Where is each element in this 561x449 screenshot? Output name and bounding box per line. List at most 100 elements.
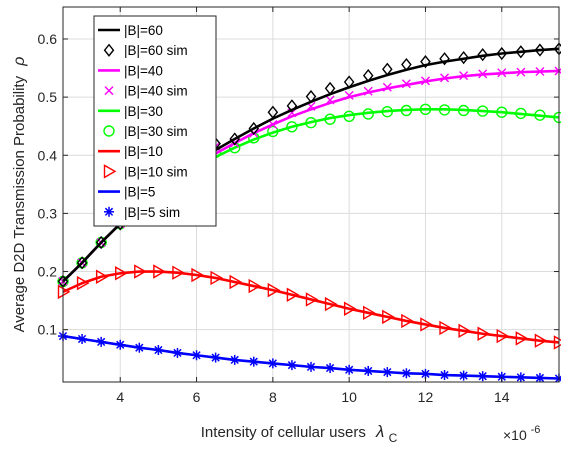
- data-point: [363, 305, 376, 321]
- data-point: [476, 105, 489, 117]
- legend-label: |B|=40: [124, 63, 163, 78]
- marker-stroke: [382, 82, 392, 92]
- y-axis-label-text: Average D2D Transmission Probability: [11, 75, 28, 332]
- x-tick-label: 12: [418, 389, 434, 405]
- y-axis-label-symbol: ρ: [11, 57, 28, 67]
- data-point: [420, 368, 431, 379]
- data-point: [534, 109, 546, 121]
- data-point: [439, 320, 452, 336]
- marker-stroke: [345, 365, 354, 374]
- data-point: [95, 269, 109, 284]
- marker-stroke: [306, 362, 316, 372]
- data-point: [229, 132, 240, 146]
- marker-stroke: [104, 207, 114, 216]
- marker-stroke: [154, 345, 163, 355]
- data-point: [458, 50, 469, 65]
- data-point: [401, 368, 412, 379]
- marker-stroke: [77, 334, 87, 344]
- legend-label: |B|=40 sim: [124, 84, 188, 99]
- data-point: [286, 121, 298, 133]
- legend-label: |B|=30: [124, 104, 163, 119]
- data-point: [439, 52, 450, 66]
- marker-stroke: [325, 363, 335, 373]
- data-point: [134, 342, 145, 353]
- data-point: [420, 55, 431, 69]
- data-point: [534, 43, 546, 57]
- data-point: [534, 333, 548, 348]
- data-point: [324, 296, 338, 312]
- marker-stroke: [268, 359, 277, 368]
- marker-stroke: [478, 372, 487, 381]
- y-tick-label: 0.6: [38, 31, 58, 47]
- data-point: [210, 352, 221, 363]
- data-point: [153, 345, 164, 356]
- marker-stroke: [249, 357, 258, 366]
- data-point: [496, 371, 507, 382]
- data-point: [381, 105, 394, 118]
- data-point: [419, 103, 432, 116]
- data-point: [477, 371, 488, 382]
- data-point: [344, 90, 354, 100]
- data-point: [515, 331, 529, 346]
- data-point: [363, 365, 374, 376]
- marker-stroke: [516, 373, 525, 382]
- axes-box: [62, 6, 560, 383]
- y-tick-label: 0.1: [38, 322, 58, 338]
- marker-stroke: [325, 95, 335, 105]
- marker-stroke: [268, 119, 278, 129]
- data-point: [496, 46, 508, 61]
- data-point: [382, 309, 395, 325]
- marker-stroke: [421, 369, 430, 378]
- data-point: [191, 350, 202, 361]
- marker-stroke: [478, 69, 488, 79]
- x-axis-label: Intensity of cellular users λ C: [201, 422, 398, 445]
- marker-stroke: [516, 67, 526, 77]
- x-tick-label: 8: [269, 389, 277, 405]
- data-point: [515, 372, 526, 382]
- data-point: [286, 287, 300, 302]
- data-point: [362, 68, 374, 83]
- data-point: [305, 89, 317, 104]
- data-point: [516, 67, 526, 77]
- marker-stroke: [459, 371, 468, 380]
- data-point: [458, 370, 469, 381]
- marker-stroke: [401, 79, 411, 89]
- marker-stroke: [420, 76, 430, 86]
- data-point: [325, 363, 336, 374]
- data-point: [401, 79, 411, 89]
- y-tick-label: 0.3: [38, 205, 58, 221]
- x-axis-label-text: Intensity of cellular users: [201, 424, 366, 441]
- legend-label: |B|=60: [124, 23, 163, 38]
- marker-stroke: [344, 90, 354, 100]
- marker-stroke: [230, 355, 239, 365]
- legend-marker: [103, 125, 115, 137]
- x-axis-label-symbol: λ: [375, 422, 384, 441]
- legend-label: |B|=60 sim: [124, 43, 188, 58]
- data-point: [153, 264, 166, 279]
- data-point: [267, 282, 281, 298]
- marker-stroke: [440, 370, 449, 380]
- data-point: [95, 235, 107, 250]
- data-point: [459, 71, 469, 81]
- marker-stroke: [287, 361, 297, 370]
- data-point: [134, 264, 147, 279]
- data-point: [286, 99, 298, 113]
- legend: |B|=60 |B|=60 sim |B|=40 |B|=40 sim |B|=30 |B…: [93, 15, 217, 227]
- legend-marker: [103, 164, 117, 179]
- data-point: [344, 364, 355, 375]
- x-tick-label: 14: [494, 389, 510, 405]
- ticks: 4 6 8 10 12 14 0.1 0.2 0.3 0.4 0.5 0.6: [38, 7, 559, 405]
- marker-stroke: [116, 340, 125, 349]
- data-point: [382, 367, 393, 378]
- data-point: [420, 76, 430, 86]
- data-point: [343, 301, 357, 316]
- data-point: [76, 275, 90, 291]
- marker-stroke: [306, 101, 316, 111]
- data-point: [515, 107, 527, 120]
- data-point: [210, 270, 224, 286]
- x-axis-exponent-base: ×10: [503, 427, 527, 443]
- data-point: [440, 73, 450, 83]
- data-point: [229, 274, 243, 290]
- data-point: [115, 266, 128, 281]
